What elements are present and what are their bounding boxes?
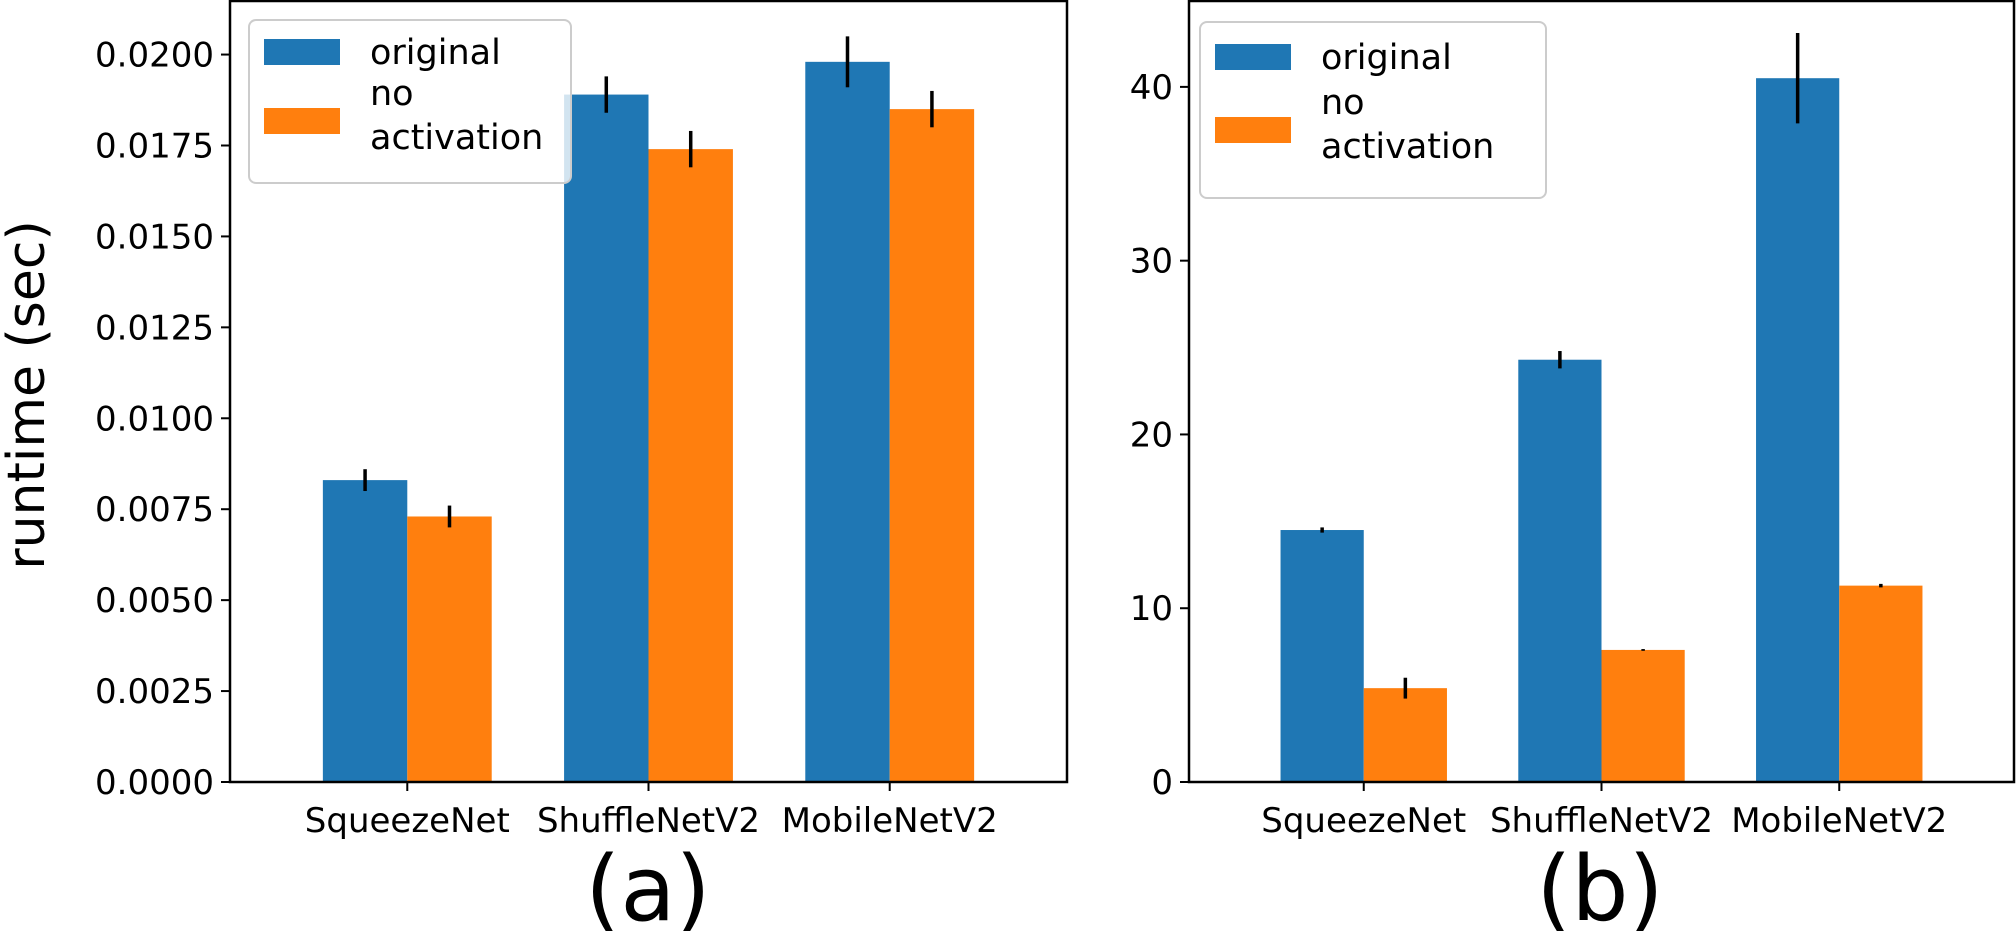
bar-original-mobilenetv2 [805,61,890,782]
bar-no-activation-shufflenetv2 [1601,649,1685,782]
x-tick-label: ShuffleNetV2 [537,801,760,841]
legend-swatch-original [1215,44,1291,70]
bar-original-squeezenet [1280,530,1364,782]
y-tick-label: 0.0125 [95,308,214,348]
bar-original-shufflenetv2 [1518,359,1602,782]
y-tick-label: 0 [1151,763,1173,803]
x-tick-label: SqueezeNet [1261,801,1466,841]
panel-a: SqueezeNet ShuffleNetV2 MobileNetV2 0.0000 0… [95,0,1069,931]
legend-label-original: original [1321,38,1452,78]
bar-original-mobilenetv2 [1756,78,1840,782]
y-tick-label: 0.0075 [95,490,214,530]
legend-label-original: original [370,33,501,73]
y-tick-label: 30 [1130,242,1173,282]
panel-caption: (b) [1536,837,1663,931]
bar-original-shufflenetv2 [564,94,649,782]
y-tick-label: 0.0050 [95,581,214,621]
legend-swatch-no-activation [1215,117,1291,143]
y-tick-label: 10 [1130,589,1173,629]
plot-frame [1187,0,2016,784]
legend-swatch-original [264,39,340,65]
y-tick-label: 0.0000 [95,763,214,803]
bar-no-activation-mobilenetv2 [889,109,975,783]
y-tick-label: 0.0025 [95,672,214,712]
y-axis-label: runtime (sec) [0,220,57,570]
y-tick-label: 20 [1130,415,1173,455]
y-tick-label: 0.0175 [95,126,214,166]
legend-label-no-activation-line: no [370,74,414,114]
legend-swatch-no-activation [264,108,340,134]
y-tick-label: 40 [1130,68,1173,108]
y-tick-label: 0.0100 [95,399,214,439]
x-tick-label: ShuffleNetV2 [1490,801,1713,841]
bar-original-squeezenet [322,480,408,782]
x-tick-label: MobileNetV2 [1731,801,1947,841]
legend-label-no-activation-line: activation [1321,127,1494,167]
x-tick-label: MobileNetV2 [782,801,998,841]
legend-label-no-activation-line: no [1321,83,1365,123]
bar-no-activation-shufflenetv2 [648,149,733,782]
legend-label-no-activation-line: activation [370,118,543,158]
bar-no-activation-squeezenet [407,516,492,782]
y-tick-label: 0.0200 [95,36,214,76]
plot-frame [228,0,1069,784]
y-tick-label: 0.0150 [95,217,214,257]
panel-b: SqueezeNet ShuffleNetV2 MobileNetV2 0 10 20 30… [1130,0,2016,931]
x-tick-label: SqueezeNet [305,801,510,841]
bar-no-activation-mobilenetv2 [1839,585,1923,782]
panel-caption: (a) [585,837,710,931]
bar-no-activation-squeezenet [1363,688,1447,782]
